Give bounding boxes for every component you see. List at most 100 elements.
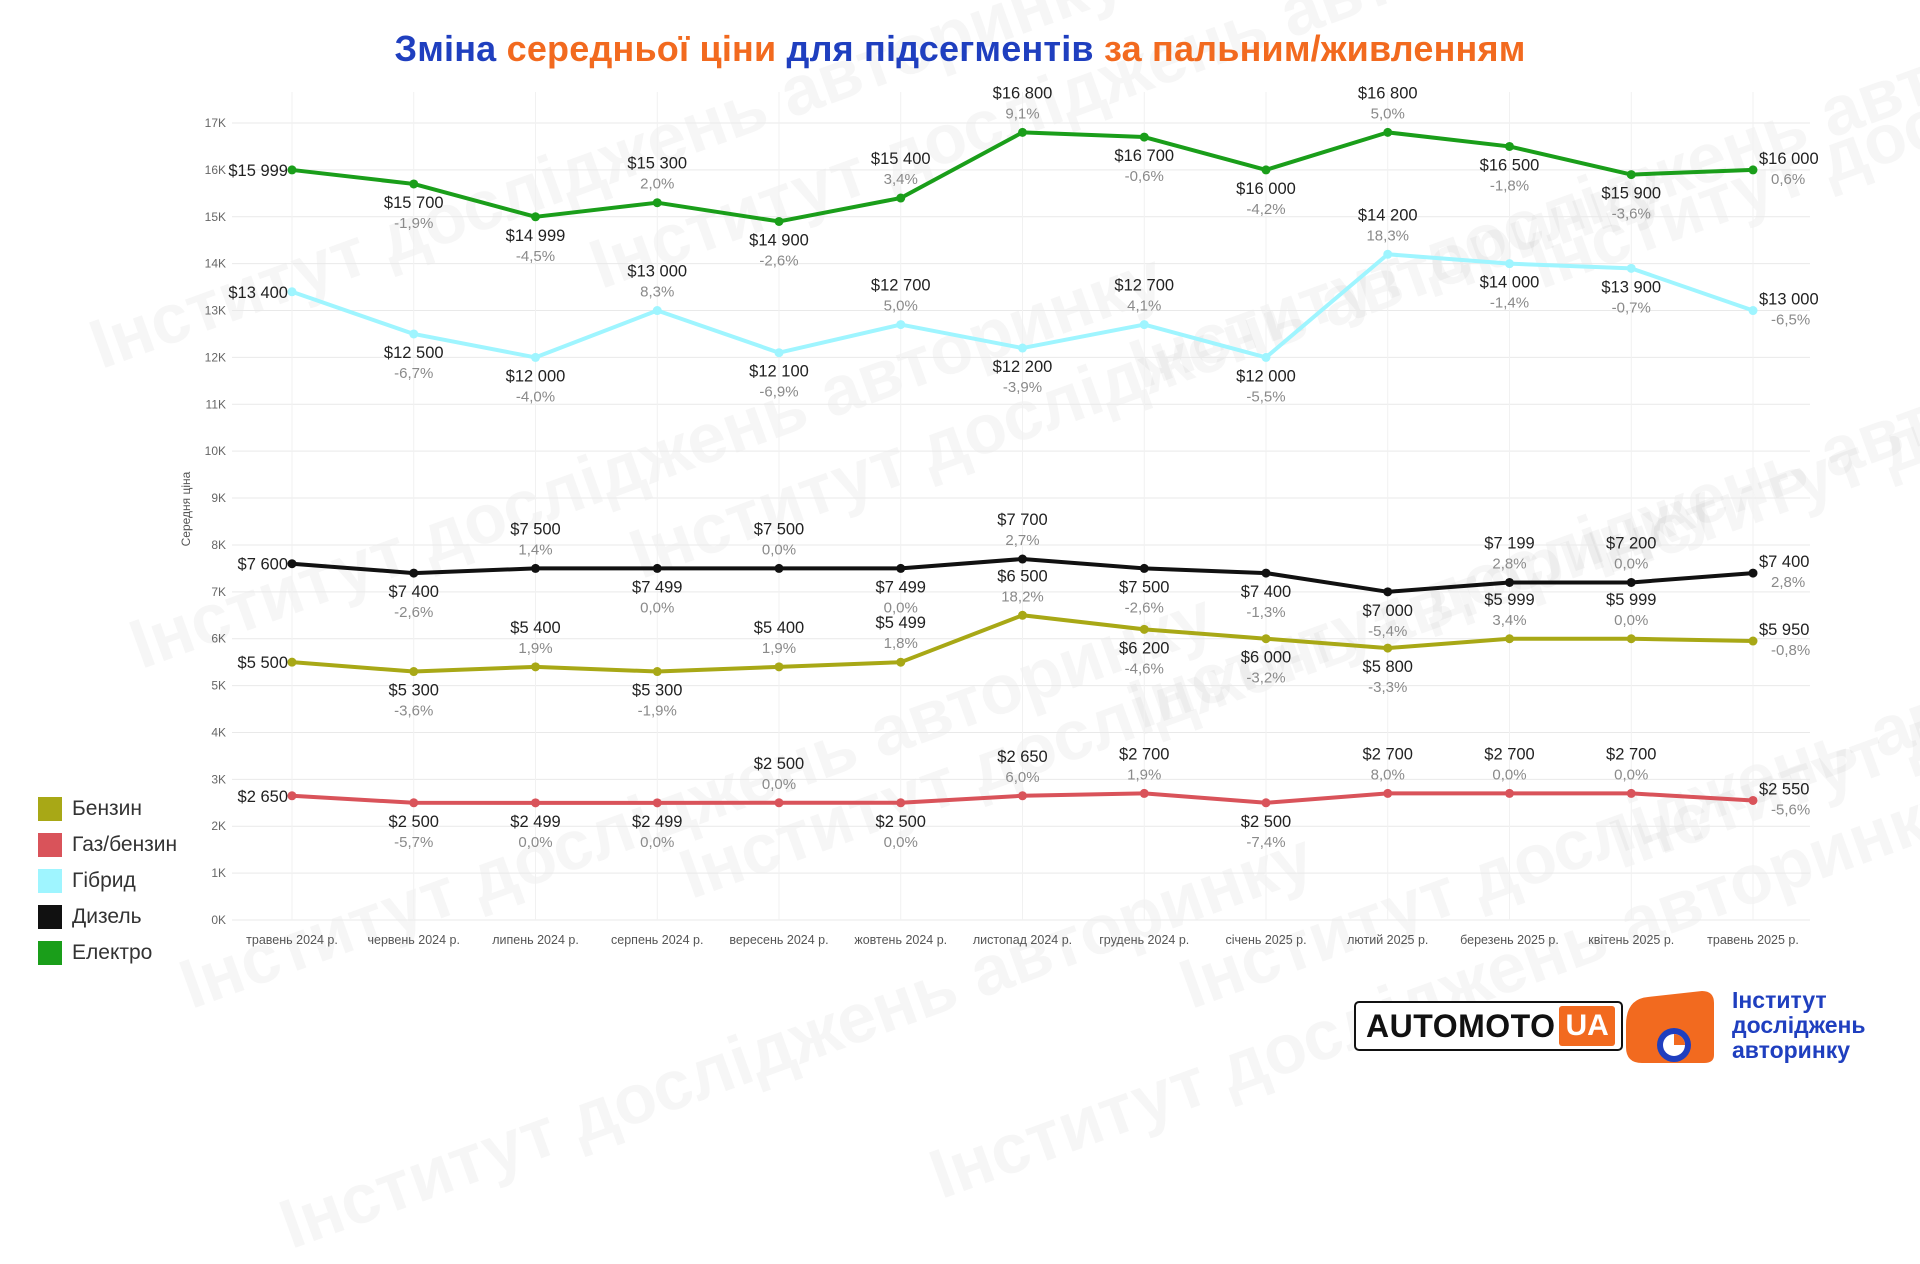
series-4-value-label: $7 400 <box>389 583 439 601</box>
title-part-3: для підсегментів <box>786 28 1094 69</box>
series-2-value-label: $2 700 <box>1484 745 1534 763</box>
series-4-point <box>896 563 906 573</box>
series-1-change-label: 3,4% <box>1492 612 1526 629</box>
title-part-1: Зміна <box>394 28 497 69</box>
y-tick-label: 14K <box>205 257 226 271</box>
series-5-change-label: -3,6% <box>1612 206 1651 223</box>
series-4-value-label: $7 400 <box>1759 553 1809 571</box>
series-3-point <box>1261 352 1271 362</box>
series-1-change-label: -0,8% <box>1771 642 1810 659</box>
series-1-point <box>409 667 419 677</box>
series-4-point <box>1505 577 1514 587</box>
series-3-change-label: -0,7% <box>1612 299 1651 316</box>
institute-line-1: Інститут <box>1732 986 1827 1013</box>
legend-label: Газ/бензин <box>72 833 178 856</box>
series-5-value-label: $16 800 <box>1358 84 1418 102</box>
series-1-value-label: $6 500 <box>997 567 1047 585</box>
series-4-change-label: 0,0% <box>762 541 796 558</box>
series-5-group <box>287 127 1758 226</box>
series-2-point <box>1505 788 1514 798</box>
y-tick-label: 0K <box>211 913 226 927</box>
x-tick-label: квітень 2025 р. <box>1588 933 1674 947</box>
series-1-value-label: $5 300 <box>389 682 439 700</box>
series-1-change-label: -3,3% <box>1368 679 1407 696</box>
series-2-group <box>287 788 1758 808</box>
series-1-value-label: $5 499 <box>876 614 926 632</box>
x-tick-label: травень 2024 р. <box>246 933 338 947</box>
y-tick-label: 8K <box>211 538 226 552</box>
series-3-change-label: 8,3% <box>640 284 674 301</box>
series-2-value-label: $2 499 <box>632 813 682 831</box>
y-tick-label: 17K <box>205 116 226 130</box>
series-2-change-label: -7,4% <box>1246 834 1285 851</box>
title-part-2: середньої ціни <box>506 28 777 69</box>
x-tick-label: вересень 2024 р. <box>729 933 828 947</box>
y-tick-label: 13K <box>205 304 226 318</box>
series-4-change-label: 0,0% <box>884 599 918 616</box>
series-lines <box>287 127 1758 808</box>
y-tick-label: 11K <box>206 397 226 411</box>
series-4-value-label: $7 500 <box>754 520 804 538</box>
y-tick-label: 4K <box>211 725 226 739</box>
series-2-value-label: $2 500 <box>876 813 926 831</box>
series-4-point <box>287 559 297 569</box>
series-5-point <box>1626 170 1636 180</box>
series-3-point <box>409 329 419 339</box>
series-4-labels: $7 600 $7 400 -2,6% $7 500 1,4% $7 499 0,0% $7 … <box>238 511 1810 640</box>
series-1-point <box>1626 634 1636 644</box>
series-5-change-label: -1,8% <box>1490 177 1529 194</box>
series-3-point <box>1018 343 1027 353</box>
series-1-point <box>1383 643 1393 653</box>
series-1-value-label: $5 400 <box>510 619 560 637</box>
y-tick-label: 3K <box>211 772 226 786</box>
series-3-point <box>774 348 784 358</box>
series-2-value-label: $2 700 <box>1363 745 1413 763</box>
series-1-point <box>1139 624 1149 634</box>
series-5-value-label: $16 000 <box>1236 180 1296 198</box>
series-3-change-label: -6,9% <box>759 384 798 401</box>
series-5-value-label: $16 700 <box>1114 147 1174 165</box>
series-5-change-label: 0,6% <box>1771 171 1805 188</box>
series-5-value-label: $15 300 <box>627 155 687 173</box>
series-4-change-label: -2,6% <box>1125 599 1164 616</box>
series-4-value-label: $7 600 <box>238 556 288 574</box>
series-2-point <box>1626 788 1636 798</box>
series-2-value-label: $2 500 <box>1241 813 1291 831</box>
series-5-value-label: $15 400 <box>871 150 931 168</box>
legend-label: Дизель <box>72 905 142 928</box>
series-3-change-label: 5,0% <box>884 298 918 315</box>
series-2-change-label: 0,0% <box>518 834 552 851</box>
series-3-value-label: $12 100 <box>749 363 809 381</box>
series-5-value-label: $15 900 <box>1601 185 1661 203</box>
series-1-change-label: -3,2% <box>1246 670 1285 687</box>
series-1-point <box>1261 634 1271 644</box>
series-2-change-label: 8,0% <box>1371 766 1405 783</box>
data-labels: $5 500 $5 300 -3,6% $5 400 1,9% $5 300 -1,9% $5… <box>228 84 1818 850</box>
y-tick-label: 12K <box>205 350 226 364</box>
y-tick-label: 16K <box>205 163 226 177</box>
legend-label: Бензин <box>72 797 143 820</box>
series-2-point <box>287 791 297 801</box>
series-3-point <box>1748 306 1758 316</box>
series-3-value-label: $14 200 <box>1358 206 1418 224</box>
y-tick-label: 5K <box>211 679 226 693</box>
y-tick-label: 2K <box>211 819 226 833</box>
series-1-change-label: -1,9% <box>638 703 677 720</box>
series-5-change-label: 3,4% <box>884 171 918 188</box>
legend-swatch <box>38 833 62 857</box>
series-3-change-label: 18,3% <box>1366 227 1409 244</box>
series-4-point <box>409 568 419 578</box>
series-2-value-label: $2 500 <box>389 813 439 831</box>
series-1-change-label: 1,9% <box>518 640 552 657</box>
series-5-point <box>1139 132 1149 142</box>
series-3-change-label: -6,7% <box>394 365 433 382</box>
series-2-point <box>409 798 419 808</box>
series-3-change-label: 4,1% <box>1127 298 1161 315</box>
series-3-value-label: $13 400 <box>228 284 288 302</box>
series-4-value-label: $7 499 <box>876 578 926 596</box>
series-3-value-label: $13 900 <box>1601 278 1661 296</box>
series-2-change-label: 0,0% <box>762 776 796 793</box>
series-4-change-label: 0,0% <box>640 599 674 616</box>
series-2-value-label: $2 650 <box>997 748 1047 766</box>
y-tick-label: 15K <box>205 210 226 224</box>
